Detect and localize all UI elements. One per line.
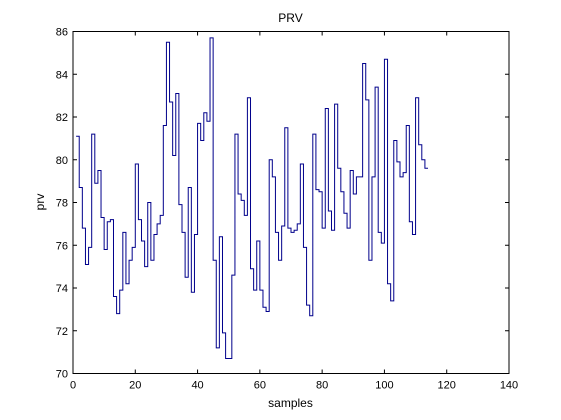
plot-area-frame	[72, 31, 510, 374]
y-tick-label: 82	[56, 112, 68, 124]
x-tick-label: 0	[70, 380, 76, 392]
y-tick-label: 80	[56, 155, 68, 167]
x-tick-label: 100	[375, 380, 393, 392]
axis-tick-labels: 0 20 40 60 80 100 120 140 70 72 74 76 78 80 82 84 86	[56, 27, 518, 392]
chart-title: PRV	[278, 11, 302, 25]
y-tick-label: 74	[56, 283, 68, 295]
y-tick-label: 86	[56, 27, 68, 39]
y-tick-label: 84	[56, 69, 68, 81]
axis-ticks	[72, 31, 510, 374]
y-tick-label: 78	[56, 198, 68, 210]
y-axis-label: prv	[33, 194, 47, 211]
y-tick-label: 70	[56, 369, 68, 381]
prv-series-line	[76, 37, 429, 360]
x-tick-label: 140	[500, 380, 518, 392]
y-tick-label: 76	[56, 240, 68, 252]
x-axis-label: samples	[268, 396, 313, 410]
x-tick-label: 60	[254, 380, 266, 392]
y-tick-label: 72	[56, 326, 68, 338]
x-tick-label: 120	[438, 380, 456, 392]
x-tick-label: 80	[316, 380, 328, 392]
x-tick-label: 40	[191, 380, 203, 392]
x-tick-label: 20	[129, 380, 141, 392]
